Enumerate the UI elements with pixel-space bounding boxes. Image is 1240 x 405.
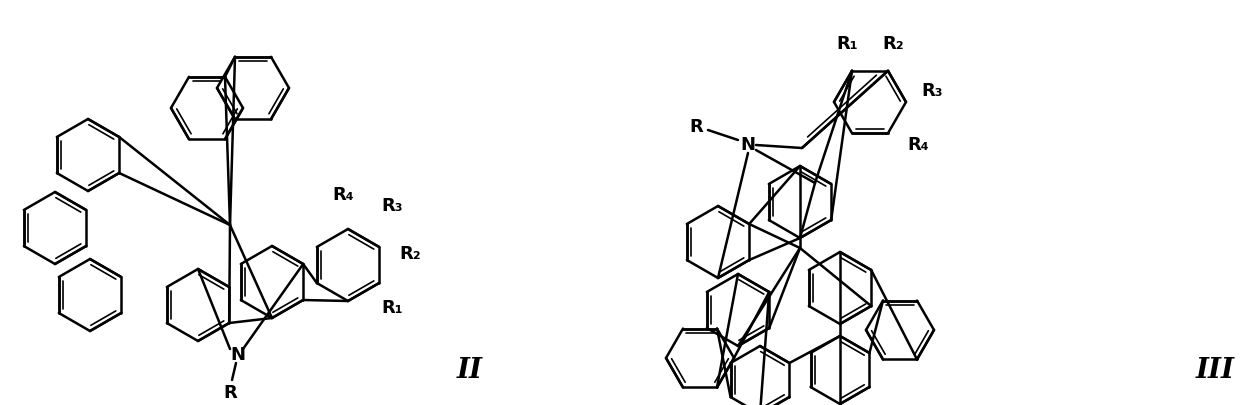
Text: R₃: R₃: [381, 196, 403, 215]
Text: N: N: [740, 136, 755, 154]
Text: II: II: [458, 356, 484, 384]
Text: N: N: [231, 346, 246, 364]
Text: R₃: R₃: [921, 82, 944, 100]
Text: R₂: R₂: [882, 35, 904, 53]
Text: R: R: [689, 118, 703, 136]
Text: R₄: R₄: [908, 136, 929, 154]
Text: R: R: [223, 384, 237, 402]
Text: R₁: R₁: [382, 299, 403, 317]
Text: III: III: [1195, 356, 1235, 384]
Text: R₂: R₂: [399, 245, 422, 263]
Text: R₁: R₁: [836, 35, 858, 53]
Text: R₄: R₄: [332, 186, 353, 204]
